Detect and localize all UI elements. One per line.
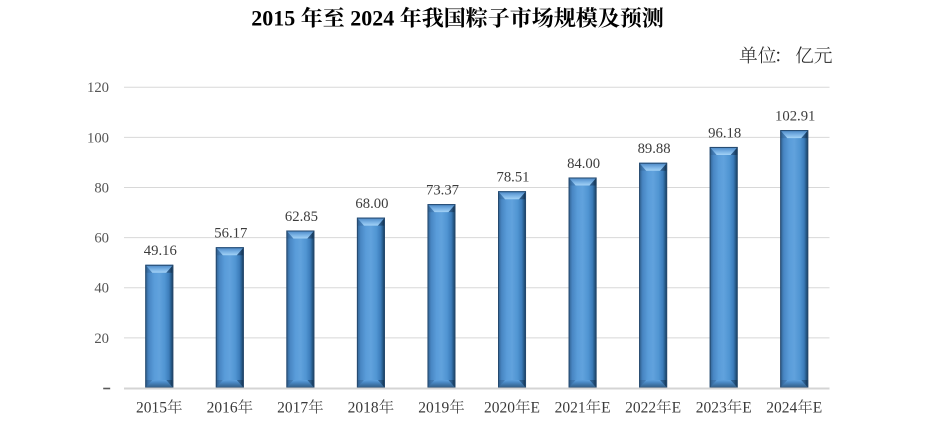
svg-text:84.00: 84.00 [567, 156, 600, 172]
svg-text:68.00: 68.00 [355, 196, 388, 212]
svg-text:40: 40 [94, 281, 109, 297]
svg-text:80: 80 [94, 180, 109, 196]
svg-text:E: E [742, 400, 751, 417]
svg-text:2015: 2015 [251, 6, 295, 31]
svg-text:2020: 2020 [484, 400, 515, 417]
svg-text:2021: 2021 [555, 400, 586, 417]
svg-text:49.16: 49.16 [144, 243, 177, 259]
svg-text:E: E [531, 400, 540, 417]
svg-text:2022: 2022 [625, 400, 656, 417]
svg-text:2017: 2017 [277, 400, 308, 417]
svg-text:2015: 2015 [136, 400, 167, 417]
svg-text:2024: 2024 [350, 6, 394, 31]
svg-text:2016: 2016 [207, 400, 238, 417]
svg-text:62.85: 62.85 [285, 209, 318, 225]
svg-text:100: 100 [87, 130, 109, 146]
svg-text:2024: 2024 [766, 400, 797, 417]
svg-text:102.91: 102.91 [775, 109, 815, 125]
svg-text:56.17: 56.17 [214, 226, 247, 242]
svg-text:E: E [601, 400, 610, 417]
svg-text:96.18: 96.18 [708, 125, 741, 141]
svg-text:2023: 2023 [696, 400, 727, 417]
svg-text:120: 120 [87, 80, 109, 96]
svg-text:73.37: 73.37 [426, 183, 459, 199]
svg-text:2019: 2019 [418, 400, 449, 417]
svg-text:E: E [813, 400, 822, 417]
svg-text:E: E [672, 400, 681, 417]
svg-text:2018: 2018 [348, 400, 379, 417]
svg-text:89.88: 89.88 [638, 141, 671, 157]
svg-text:78.51: 78.51 [496, 170, 529, 186]
svg-text:60: 60 [94, 231, 109, 247]
svg-text:20: 20 [94, 331, 109, 347]
